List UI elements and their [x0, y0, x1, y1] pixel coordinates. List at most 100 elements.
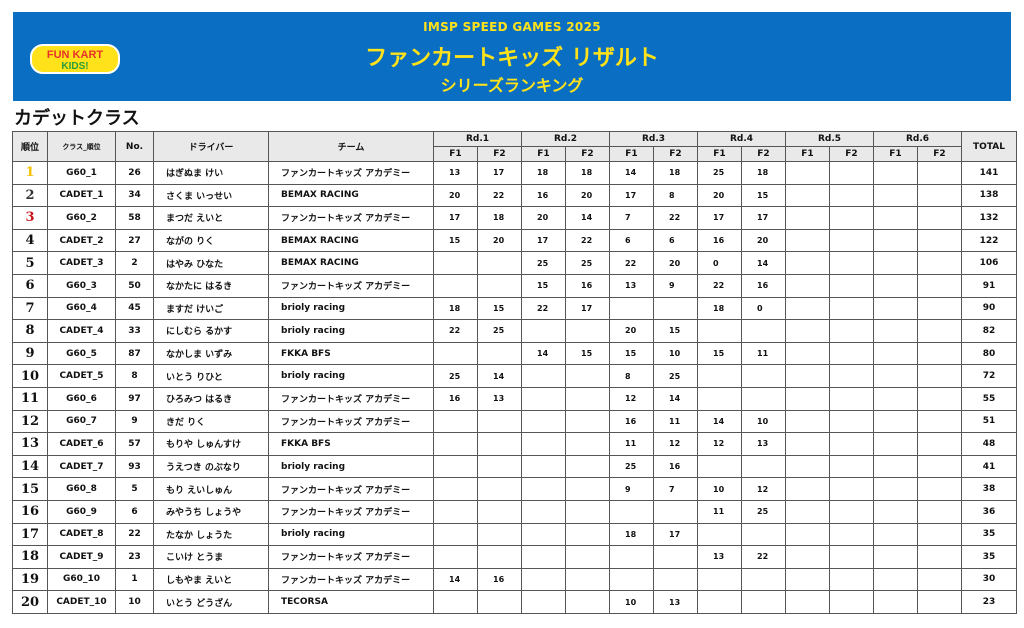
class-rank-cell: CADET_5: [47, 364, 116, 388]
points-cell: [785, 206, 830, 230]
points-cell: [917, 341, 962, 366]
points-cell: 16: [565, 273, 610, 298]
points-cell: [873, 183, 918, 208]
total-points-cell: 106: [961, 251, 1017, 275]
points-cell: [741, 567, 786, 592]
driver-name-cell: なかしま いずみ: [153, 341, 269, 366]
kart-number-cell: 5: [115, 477, 154, 501]
points-cell: 25: [741, 499, 786, 524]
points-cell: 10: [609, 590, 654, 614]
points-cell: [829, 251, 874, 275]
col-round-1: Rd.1: [433, 131, 522, 147]
points-cell: [785, 251, 830, 275]
points-cell: [521, 477, 566, 501]
total-points-cell: 138: [961, 183, 1017, 208]
team-name-cell: brioly racing: [268, 296, 434, 321]
rank-cell: 6: [12, 273, 48, 298]
rank-cell: 5: [12, 251, 48, 275]
total-points-cell: 91: [961, 273, 1017, 298]
class-rank-cell: G60_5: [47, 341, 116, 366]
points-cell: 18: [653, 161, 698, 185]
col-round-2: Rd.2: [521, 131, 610, 147]
total-points-cell: 30: [961, 567, 1017, 592]
class-rank-cell: CADET_8: [47, 522, 116, 547]
team-name-cell: BEMAX RACING: [268, 183, 434, 208]
points-cell: 25: [433, 364, 478, 388]
col-driver: ドライバー: [153, 131, 269, 162]
driver-name-cell: ながの りく: [153, 228, 269, 253]
driver-name-cell: ひろみつ はるき: [153, 386, 269, 411]
points-cell: 14: [565, 206, 610, 230]
driver-name-cell: こいけ とうま: [153, 545, 269, 569]
rank-cell: 18: [12, 545, 48, 569]
points-cell: 17: [741, 206, 786, 230]
total-points-cell: 35: [961, 545, 1017, 569]
kart-number-cell: 8: [115, 364, 154, 388]
points-cell: 18: [433, 296, 478, 321]
points-cell: [917, 432, 962, 456]
kart-number-cell: 97: [115, 386, 154, 411]
points-cell: 25: [521, 251, 566, 275]
kart-number-cell: 1: [115, 567, 154, 592]
points-cell: 0: [697, 251, 742, 275]
points-cell: [917, 273, 962, 298]
total-points-cell: 36: [961, 499, 1017, 524]
driver-name-cell: いとう どうざん: [153, 590, 269, 614]
col-round-4-f1: F1: [697, 146, 742, 162]
rank-cell: 9: [12, 341, 48, 366]
points-cell: [873, 341, 918, 366]
driver-name-cell: はぎぬま けい: [153, 161, 269, 185]
points-cell: [697, 522, 742, 547]
kart-number-cell: 9: [115, 409, 154, 434]
points-cell: 22: [697, 273, 742, 298]
points-cell: [785, 409, 830, 434]
points-cell: [917, 590, 962, 614]
col-round-2-f2: F2: [565, 146, 610, 162]
points-cell: [873, 432, 918, 456]
points-cell: 18: [609, 522, 654, 547]
points-cell: [565, 364, 610, 388]
col-round-5-f2: F2: [829, 146, 874, 162]
points-cell: 13: [433, 161, 478, 185]
points-cell: 6: [609, 228, 654, 253]
points-cell: [653, 296, 698, 321]
points-cell: 20: [433, 183, 478, 208]
class-rank-cell: G60_9: [47, 499, 116, 524]
points-cell: 20: [653, 251, 698, 275]
points-cell: [741, 522, 786, 547]
driver-name-cell: きだ りく: [153, 409, 269, 434]
points-cell: [917, 545, 962, 569]
class-rank-cell: G60_7: [47, 409, 116, 434]
points-cell: 17: [609, 183, 654, 208]
points-cell: [609, 545, 654, 569]
total-points-cell: 82: [961, 319, 1017, 343]
class-rank-cell: G60_6: [47, 386, 116, 411]
points-cell: [785, 522, 830, 547]
points-cell: [785, 545, 830, 569]
points-cell: [829, 477, 874, 501]
points-cell: 14: [477, 364, 522, 388]
total-points-cell: 35: [961, 522, 1017, 547]
class-rank-cell: G60_1: [47, 161, 116, 185]
event-name: IMSP SPEED GAMES 2025: [423, 20, 601, 34]
table-row: 12 G60_7 9 きだ りく ファンカートキッズ アカデミー 16 11 14 10 51: [12, 409, 1017, 434]
rank-cell: 1: [12, 161, 48, 185]
points-cell: 10: [697, 477, 742, 501]
points-cell: 22: [477, 183, 522, 208]
rank-cell: 15: [12, 477, 48, 501]
points-cell: 17: [697, 206, 742, 230]
points-cell: [565, 386, 610, 411]
total-points-cell: 141: [961, 161, 1017, 185]
points-cell: [873, 454, 918, 479]
total-points-cell: 90: [961, 296, 1017, 321]
team-name-cell: ファンカートキッズ アカデミー: [268, 161, 434, 185]
points-cell: [697, 590, 742, 614]
points-cell: [873, 522, 918, 547]
funkart-kids-logo: FUN KART KIDS!: [30, 44, 120, 74]
points-cell: [917, 251, 962, 275]
points-cell: [829, 499, 874, 524]
points-cell: [653, 567, 698, 592]
points-cell: [785, 319, 830, 343]
total-points-cell: 132: [961, 206, 1017, 230]
points-cell: [565, 545, 610, 569]
